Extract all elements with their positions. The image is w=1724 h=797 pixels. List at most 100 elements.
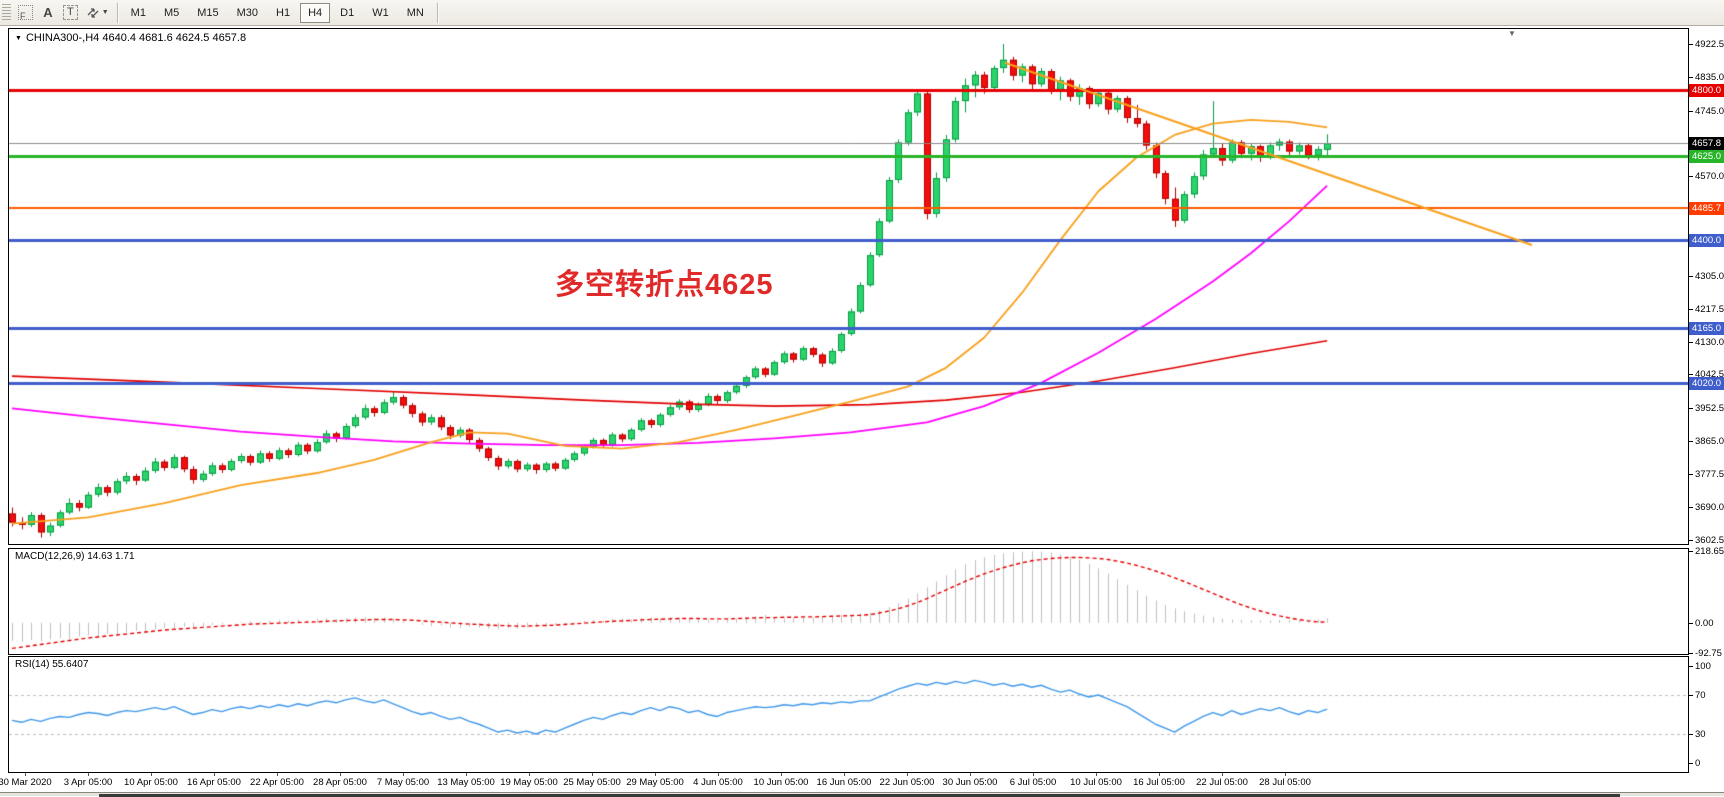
- time-label: 10 Jun 05:00: [753, 777, 809, 788]
- axis-tick-label: 218.65: [1695, 546, 1724, 558]
- timeframe-button-mn[interactable]: MN: [399, 3, 432, 23]
- time-label: 4 Jun 05:00: [693, 777, 743, 788]
- axis-tick-label: 0.00: [1695, 617, 1714, 629]
- time-label: 16 Apr 05:00: [187, 777, 241, 788]
- text-label-button[interactable]: A: [37, 2, 59, 24]
- time-label: 22 Apr 05:00: [250, 777, 304, 788]
- rsi-panel: RSI(14) 55.6407: [8, 656, 1689, 773]
- toolbar-separator: [116, 2, 118, 23]
- axis-tick-label: 30: [1695, 728, 1706, 740]
- axis-tickmark: [1689, 441, 1693, 443]
- rsi-label: RSI(14) 55.6407: [15, 659, 89, 670]
- axis-tick-label: 0: [1695, 758, 1701, 770]
- time-tickmark: [781, 773, 782, 776]
- line-style-button[interactable]: ▼: [82, 2, 113, 24]
- time-tickmark: [151, 773, 152, 776]
- timeframe-button-m1[interactable]: M1: [123, 3, 154, 23]
- axis-tickmark: [1689, 374, 1693, 376]
- axis-tickmark: [1689, 275, 1693, 277]
- price-chart-panel: ▼ CHINA300-,H4 4640.4 4681.6 4624.5 4657.…: [8, 28, 1689, 545]
- axis-tickmark: [1689, 110, 1693, 112]
- time-label: 16 Jun 05:00: [816, 777, 872, 788]
- axis-tick-label: 4042.5: [1695, 369, 1724, 381]
- time-label: 10 Apr 05:00: [124, 777, 178, 788]
- axis-tick-label: 4305.0: [1695, 270, 1724, 282]
- axis-tickmark: [1689, 622, 1693, 624]
- time-tickmark: [1096, 773, 1097, 776]
- axis-tickmark: [1689, 308, 1693, 310]
- time-label: 7 May 05:00: [376, 777, 430, 788]
- diagonal-arrows-icon: [87, 7, 99, 18]
- time-tickmark: [655, 773, 656, 776]
- axis-tick-label: 4745.0: [1695, 105, 1724, 117]
- time-tickmark: [1222, 773, 1223, 776]
- time-label: 30 Jun 05:00: [942, 777, 998, 788]
- axis-tickmark: [1689, 539, 1693, 541]
- indicator-f-button[interactable]: F: [14, 2, 37, 24]
- axis-tick-label: -92.75: [1695, 648, 1722, 660]
- time-tickmark: [844, 773, 845, 776]
- timeframe-button-d1[interactable]: D1: [332, 3, 362, 23]
- horizontal-scrollbar[interactable]: [0, 792, 1724, 797]
- toolbar-grip[interactable]: [2, 3, 11, 22]
- time-label: 3 Apr 05:00: [63, 777, 113, 788]
- timeframe-group: M1 M5 M15 M30 H1 H4 D1 W1 MN: [122, 2, 433, 23]
- price-line-badge: 4485.7: [1689, 201, 1724, 215]
- axis-tickmark: [1689, 408, 1693, 410]
- time-label: 22 Jun 05:00: [879, 777, 935, 788]
- letter-a-icon: A: [43, 5, 53, 20]
- timeframe-button-w1[interactable]: W1: [364, 3, 397, 23]
- toolbar-separator: [436, 2, 438, 23]
- time-label: 25 May 05:00: [563, 777, 621, 788]
- price-line-badge: 4657.8: [1689, 137, 1724, 151]
- axis-tick-label: 3952.5: [1695, 403, 1724, 415]
- chart-title: ▼ CHINA300-,H4 4640.4 4681.6 4624.5 4657.…: [15, 32, 247, 44]
- time-axis: 30 Mar 2020 3 Apr 05:00 10 Apr 05:00 16 Apr…: [0, 773, 1724, 792]
- time-label: 30 Mar 2020: [0, 777, 52, 788]
- axis-tickmark: [1689, 763, 1693, 765]
- timeframe-button-m5[interactable]: M5: [156, 3, 187, 23]
- axis-tickmark: [1689, 695, 1693, 696]
- top-toolbar: F A T ▼ M1 M5 M15 M30 H1 H4 D1 W1 MN: [0, 0, 1724, 26]
- time-label: 16 Jul 05:00: [1133, 777, 1185, 788]
- axis-tick-label: 3602.5: [1695, 534, 1724, 546]
- symbol-dropdown-icon[interactable]: ▼: [15, 35, 22, 42]
- time-label: 10 Jul 05:00: [1070, 777, 1122, 788]
- price-chart-canvas[interactable]: [9, 29, 1688, 544]
- price-line-badge: 4800.0: [1689, 83, 1724, 97]
- text-box-button[interactable]: T: [59, 2, 82, 24]
- time-tickmark: [1159, 773, 1160, 776]
- time-label: 22 Jul 05:00: [1196, 777, 1248, 788]
- timeframe-button-h4[interactable]: H4: [300, 2, 331, 23]
- axis-tickmark: [1689, 76, 1693, 78]
- price-annotation: 多空转折点4625: [555, 269, 774, 301]
- time-tickmark: [718, 773, 719, 776]
- timeframe-button-m30[interactable]: M30: [229, 3, 266, 23]
- axis-tickmark: [1689, 665, 1693, 667]
- time-tickmark: [25, 773, 26, 776]
- time-tickmark: [340, 773, 341, 776]
- axis-tickmark: [1689, 473, 1693, 475]
- timeframe-button-h1[interactable]: H1: [268, 3, 298, 23]
- chart-area: ▼ CHINA300-,H4 4640.4 4681.6 4624.5 4657.…: [0, 27, 1724, 797]
- macd-label: MACD(12,26,9) 14.63 1.71: [15, 551, 135, 562]
- axis-tick-label: 4835.0: [1695, 71, 1724, 83]
- time-label: 13 May 05:00: [437, 777, 495, 788]
- axis-tickmark: [1689, 43, 1693, 45]
- macd-panel: MACD(12,26,9) 14.63 1.71: [8, 548, 1689, 655]
- price-line-badge: 4625.0: [1689, 149, 1724, 163]
- dotted-frame-icon: F: [18, 5, 33, 21]
- time-tickmark: [214, 773, 215, 776]
- chart-shift-marker[interactable]: ▼: [1508, 29, 1516, 38]
- rsi-canvas[interactable]: [9, 657, 1688, 772]
- time-tickmark: [277, 773, 278, 776]
- letter-t-icon: T: [63, 5, 78, 20]
- time-tickmark: [1285, 773, 1286, 776]
- axis-tickmark: [1689, 733, 1693, 735]
- time-label: 6 Jul 05:00: [1009, 777, 1057, 788]
- macd-canvas[interactable]: [9, 549, 1688, 654]
- time-label: 19 May 05:00: [500, 777, 558, 788]
- timeframe-button-m15[interactable]: M15: [189, 3, 226, 23]
- axis-tickmark: [1689, 341, 1693, 343]
- axis-tickmark: [1689, 506, 1693, 508]
